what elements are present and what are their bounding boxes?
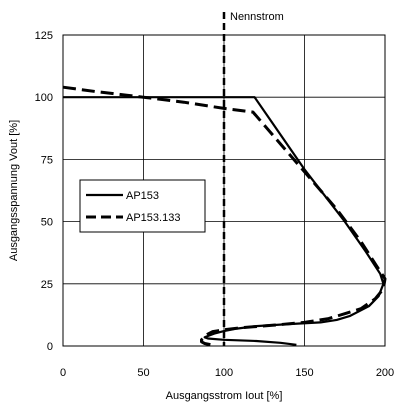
y-axis-label: Ausgangsspannung Vout [%] bbox=[8, 120, 20, 261]
tick-labels: 0 50 100 150 200 0 25 50 75 100 125 bbox=[35, 30, 395, 379]
x-axis-label: Ausgangsstrom Iout [%] bbox=[166, 390, 283, 402]
x-tick-label-150: 150 bbox=[295, 367, 313, 379]
series-line-2 bbox=[62, 85, 387, 347]
y-tick-label-0: 0 bbox=[47, 341, 53, 353]
series bbox=[62, 85, 387, 347]
legend-label-1: AP153 bbox=[126, 190, 159, 202]
nennstrom-annotation: Nennstrom bbox=[230, 11, 284, 23]
x-tick-label-100: 100 bbox=[215, 367, 233, 379]
legend: AP153 AP153.133 bbox=[79, 179, 206, 233]
y-tick-label-100: 100 bbox=[35, 92, 53, 104]
x-tick-label-200: 200 bbox=[376, 367, 394, 379]
y-tick-label-125: 125 bbox=[35, 30, 53, 42]
x-tick-label-0: 0 bbox=[60, 367, 66, 379]
y-tick-label-25: 25 bbox=[41, 279, 53, 291]
x-tick-label-50: 50 bbox=[137, 367, 149, 379]
legend-box bbox=[79, 179, 206, 233]
y-tick-label-50: 50 bbox=[41, 217, 53, 229]
legend-label-2: AP153.133 bbox=[126, 212, 180, 224]
series-line-1 bbox=[63, 96, 385, 346]
y-tick-label-75: 75 bbox=[41, 154, 53, 166]
